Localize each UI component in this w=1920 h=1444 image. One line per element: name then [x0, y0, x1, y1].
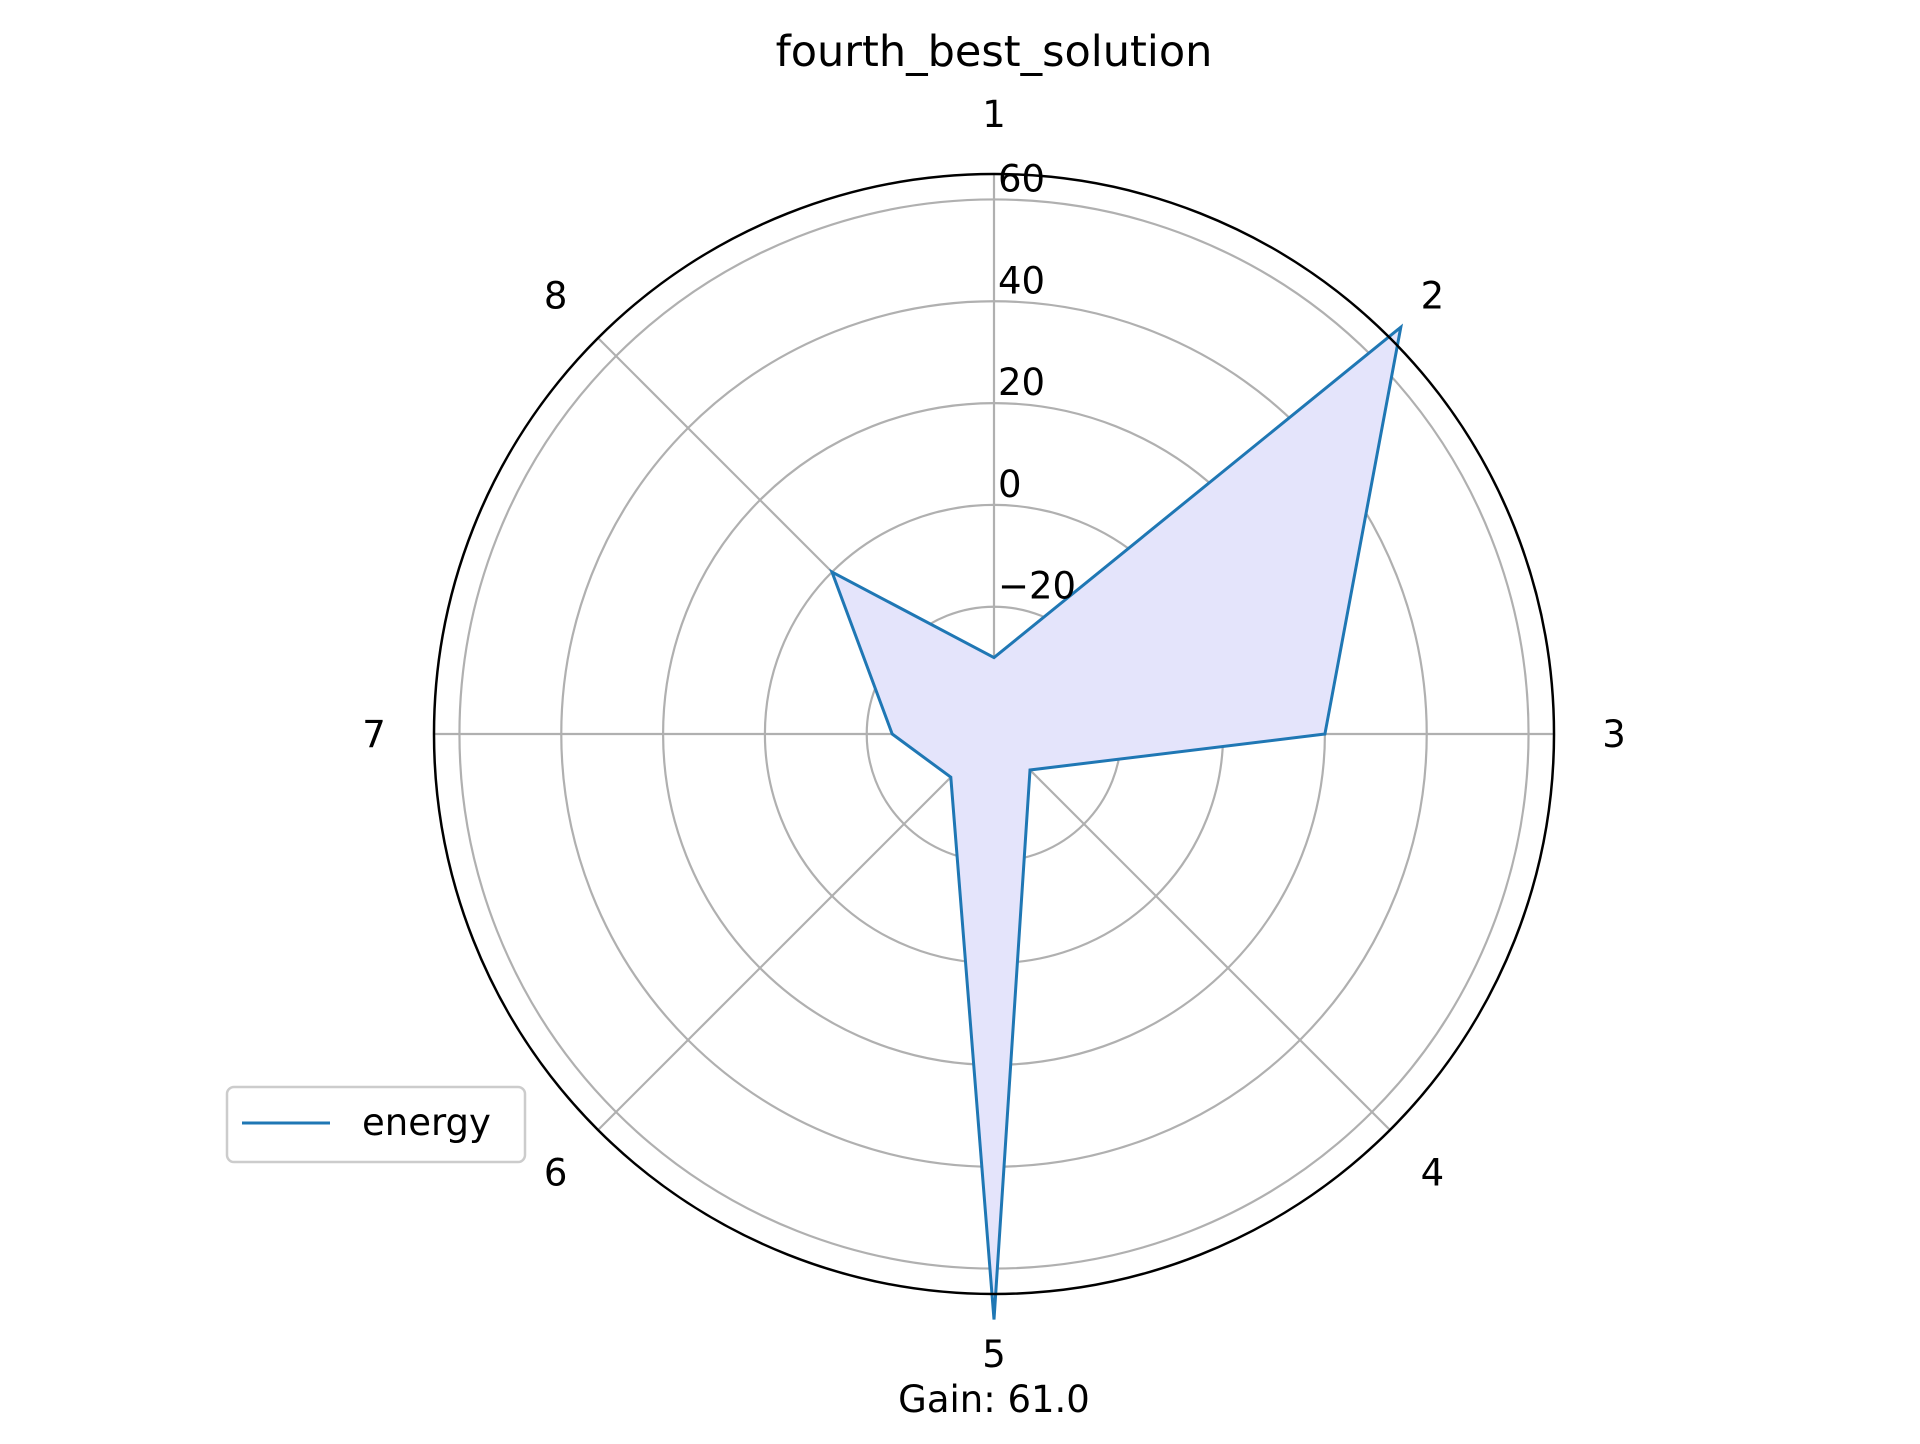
r-tick-label: 20: [998, 361, 1045, 404]
gain-annotation: Gain: 61.0: [898, 1378, 1090, 1421]
category-label: 6: [544, 1151, 568, 1194]
frame-layer: [432, 172, 1556, 1296]
series-line-energy: [829, 323, 1404, 1320]
category-label: 2: [1421, 275, 1445, 318]
r-tick-label: 0: [998, 463, 1022, 506]
series-layer: [829, 323, 1404, 1320]
category-label: 4: [1421, 1151, 1445, 1194]
series-area-energy: [832, 327, 1401, 1320]
outer-frame: [432, 172, 1556, 1296]
legend-label-energy: energy: [362, 1101, 491, 1144]
spoke-line: [597, 733, 995, 1131]
category-label: 8: [544, 275, 568, 318]
legend-box: [225, 1085, 527, 1164]
spoke-line: [993, 733, 1391, 1131]
category-label: 1: [982, 93, 1006, 136]
category-label: 5: [982, 1333, 1006, 1376]
category-label: 3: [1602, 713, 1626, 756]
r-tick-label: 40: [998, 259, 1045, 302]
radial-tick-labels: −20 0 20 40 60: [998, 157, 1076, 607]
chart-title: fourth_best_solution: [776, 27, 1213, 77]
r-tick-label: −20: [998, 565, 1076, 608]
r-tick-label: 60: [998, 157, 1045, 200]
category-labels: 1 2 3 4 5 6 7 8: [362, 93, 1626, 1376]
legend: energy: [225, 1085, 527, 1164]
category-label: 7: [362, 713, 386, 756]
